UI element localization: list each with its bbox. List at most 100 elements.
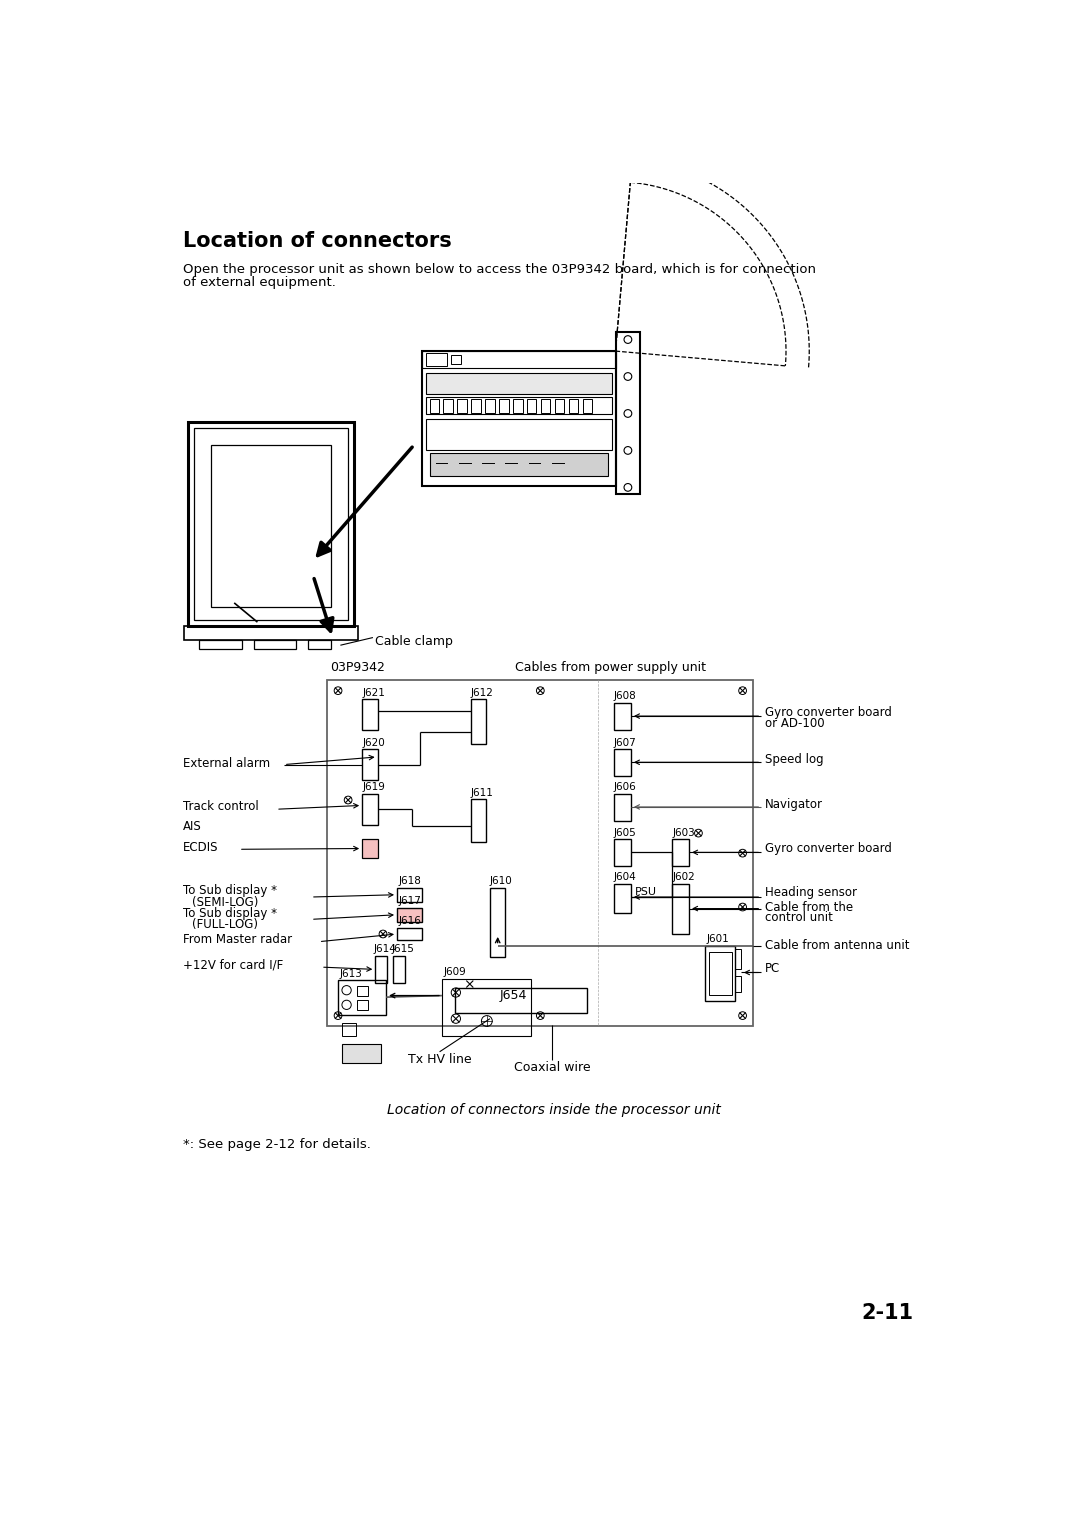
Text: External alarm: External alarm bbox=[183, 756, 270, 770]
Text: +12V for card I/F: +12V for card I/F bbox=[183, 959, 283, 971]
Text: control unit: control unit bbox=[765, 912, 833, 924]
Text: ECDIS: ECDIS bbox=[183, 841, 218, 854]
Bar bbox=[471, 699, 486, 744]
Bar bbox=[426, 353, 447, 366]
Bar bbox=[471, 399, 481, 412]
Text: J608: J608 bbox=[613, 692, 637, 701]
Bar bbox=[583, 399, 592, 412]
Bar bbox=[672, 840, 689, 866]
Bar bbox=[362, 794, 378, 825]
Bar bbox=[426, 418, 611, 449]
Text: J618: J618 bbox=[399, 876, 421, 886]
Bar bbox=[734, 950, 741, 968]
Text: J610: J610 bbox=[490, 876, 513, 886]
Text: J611: J611 bbox=[471, 788, 494, 797]
Text: Cable clamp: Cable clamp bbox=[375, 635, 454, 649]
Bar bbox=[734, 976, 741, 991]
Bar bbox=[451, 354, 460, 365]
Text: J616: J616 bbox=[399, 916, 421, 927]
Bar bbox=[705, 945, 734, 1002]
Bar bbox=[499, 399, 509, 412]
Bar bbox=[375, 956, 387, 983]
Bar bbox=[613, 884, 631, 913]
Text: J619: J619 bbox=[362, 782, 384, 793]
Text: J613: J613 bbox=[339, 968, 363, 979]
Text: J604: J604 bbox=[613, 872, 637, 883]
Text: PC: PC bbox=[765, 962, 781, 976]
Bar bbox=[613, 794, 631, 822]
Bar bbox=[362, 699, 378, 730]
Text: Open the processor unit as shown below to access the 03P9342 board, which is for: Open the processor unit as shown below t… bbox=[183, 263, 816, 275]
Bar bbox=[490, 887, 505, 957]
Text: Navigator: Navigator bbox=[765, 799, 823, 811]
Text: J620: J620 bbox=[362, 738, 384, 748]
Bar bbox=[397, 909, 422, 922]
Text: Cable from the: Cable from the bbox=[765, 901, 853, 913]
Bar bbox=[342, 1044, 380, 1063]
Text: J609: J609 bbox=[444, 967, 467, 977]
Bar bbox=[362, 840, 378, 858]
Text: Location of connectors: Location of connectors bbox=[183, 231, 451, 250]
Text: Cables from power supply unit: Cables from power supply unit bbox=[515, 661, 705, 673]
Bar bbox=[442, 979, 531, 1037]
Text: J607: J607 bbox=[613, 738, 637, 748]
Bar bbox=[254, 640, 296, 649]
Bar bbox=[356, 985, 368, 996]
Bar bbox=[422, 351, 616, 368]
Text: J617: J617 bbox=[399, 896, 421, 906]
Bar bbox=[308, 640, 332, 649]
Bar bbox=[485, 399, 495, 412]
Bar bbox=[397, 928, 422, 941]
Text: Gyro converter board: Gyro converter board bbox=[765, 841, 892, 855]
Text: J614: J614 bbox=[374, 944, 396, 954]
Bar bbox=[430, 452, 608, 476]
Bar bbox=[356, 1000, 368, 1011]
Bar bbox=[184, 626, 359, 640]
Bar bbox=[569, 399, 578, 412]
Text: of external equipment.: of external equipment. bbox=[183, 276, 336, 289]
Text: J603: J603 bbox=[672, 828, 694, 838]
Text: J602: J602 bbox=[672, 872, 694, 883]
Bar bbox=[393, 956, 405, 983]
Text: J612: J612 bbox=[471, 687, 494, 698]
Bar bbox=[426, 397, 611, 414]
Text: 03P9342: 03P9342 bbox=[330, 661, 386, 673]
Bar bbox=[616, 331, 640, 493]
Text: (SEMI-LOG): (SEMI-LOG) bbox=[192, 896, 259, 909]
Bar bbox=[444, 399, 453, 412]
Bar bbox=[613, 702, 631, 730]
Text: PSU: PSU bbox=[635, 887, 657, 896]
Text: 2-11: 2-11 bbox=[862, 1303, 914, 1322]
Bar bbox=[455, 988, 586, 1012]
Text: Tx HV line: Tx HV line bbox=[408, 1054, 471, 1066]
Bar bbox=[342, 1023, 356, 1037]
Text: J621: J621 bbox=[362, 687, 384, 698]
Text: J654: J654 bbox=[500, 989, 527, 1002]
Bar bbox=[200, 640, 242, 649]
Text: (FULL-LOG): (FULL-LOG) bbox=[192, 918, 258, 931]
Text: Gyro converter board: Gyro converter board bbox=[765, 705, 892, 719]
Bar bbox=[672, 884, 689, 935]
Bar bbox=[430, 399, 438, 412]
Text: To Sub display *: To Sub display * bbox=[183, 907, 278, 921]
Bar bbox=[338, 980, 387, 1015]
Bar bbox=[708, 951, 732, 994]
Text: To Sub display *: To Sub display * bbox=[183, 884, 278, 898]
Text: J606: J606 bbox=[613, 782, 637, 793]
Bar bbox=[555, 399, 565, 412]
Text: AIS: AIS bbox=[183, 820, 202, 832]
Bar bbox=[458, 399, 467, 412]
Bar bbox=[471, 799, 486, 841]
Text: J601: J601 bbox=[707, 935, 730, 944]
Bar bbox=[613, 750, 631, 776]
Bar bbox=[327, 680, 754, 1026]
Bar bbox=[613, 840, 631, 866]
Text: Location of connectors inside the processor unit: Location of connectors inside the proces… bbox=[387, 1104, 720, 1118]
Bar bbox=[188, 421, 354, 626]
Bar bbox=[397, 887, 422, 901]
Text: J615: J615 bbox=[392, 944, 415, 954]
Text: J605: J605 bbox=[613, 828, 637, 838]
Bar bbox=[513, 399, 523, 412]
Bar bbox=[362, 750, 378, 780]
Text: Track control: Track control bbox=[183, 800, 259, 814]
